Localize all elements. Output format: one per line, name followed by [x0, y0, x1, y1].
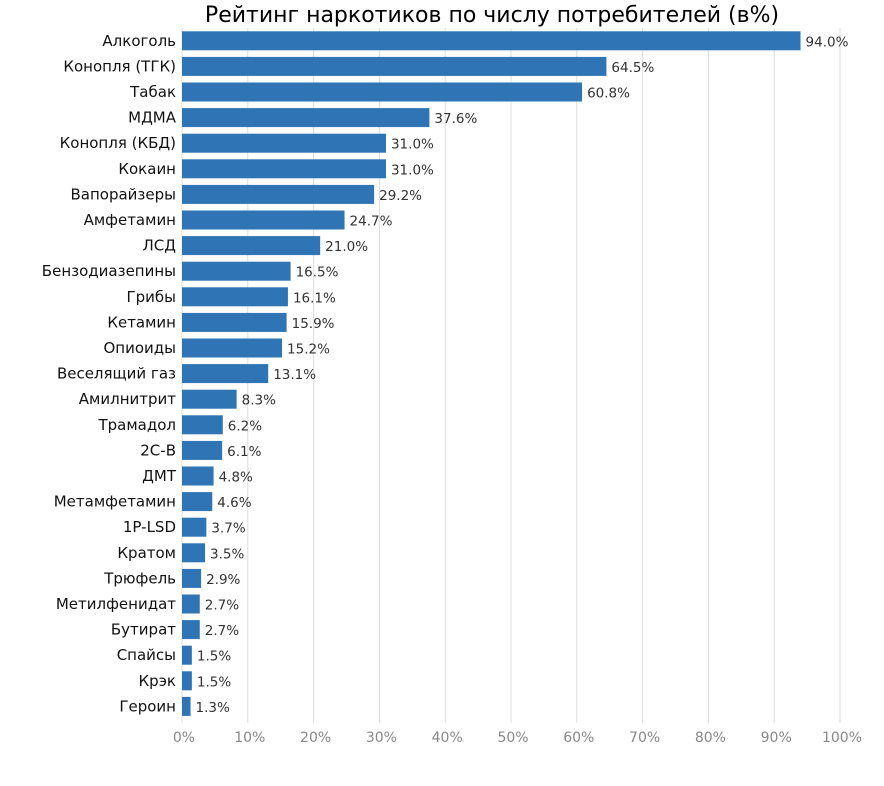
bar — [182, 389, 237, 409]
bar — [182, 133, 386, 153]
category-label: Грибы — [126, 288, 176, 306]
value-label: 1.5% — [197, 649, 231, 665]
x-tick-label: 100% — [822, 730, 862, 746]
bar — [182, 594, 200, 614]
value-label: 1.3% — [196, 700, 230, 716]
category-label: Трюфель — [103, 569, 176, 587]
bar — [182, 312, 287, 332]
value-label: 15.9% — [292, 316, 335, 332]
category-label: Кетамин — [107, 313, 176, 331]
value-label: 1.5% — [197, 674, 231, 690]
category-label: Табак — [129, 83, 176, 101]
category-label: Конопля (ТГК) — [63, 57, 176, 75]
category-label: Бутират — [111, 621, 176, 639]
category-label: Кратом — [117, 544, 176, 562]
x-tick-label: 70% — [629, 730, 660, 746]
bar — [182, 620, 200, 640]
bar — [182, 82, 583, 102]
bar — [182, 568, 202, 588]
bar — [182, 31, 801, 51]
value-label: 60.8% — [587, 86, 630, 102]
bar — [182, 287, 288, 307]
category-label: МДМА — [128, 109, 177, 127]
category-label: Конопля (КБД) — [60, 134, 176, 152]
x-tick-label: 50% — [497, 730, 528, 746]
bar — [182, 184, 375, 204]
bar — [182, 492, 213, 512]
bar — [182, 466, 214, 486]
bar — [182, 440, 223, 460]
value-label: 24.7% — [350, 214, 393, 230]
category-label: Кокаин — [118, 160, 176, 178]
bar — [182, 415, 223, 435]
category-label: Амфетамин — [84, 211, 176, 229]
bar — [182, 517, 207, 537]
value-label: 4.6% — [217, 495, 251, 511]
category-label: Амилнитрит — [79, 390, 176, 408]
bar — [182, 108, 430, 128]
value-label: 2.7% — [205, 598, 239, 614]
bar — [182, 210, 345, 230]
category-label: Крэк — [139, 672, 176, 690]
value-label: 8.3% — [242, 393, 276, 409]
category-label: 2С-В — [140, 441, 176, 459]
value-label: 6.2% — [228, 418, 262, 434]
value-label: 64.5% — [611, 60, 654, 76]
category-label: Спайсы — [117, 646, 176, 664]
bar — [182, 671, 192, 691]
bar — [182, 543, 206, 563]
x-tick-label: 20% — [300, 730, 331, 746]
category-label: Веселящий газ — [57, 365, 176, 383]
category-label: Трамадол — [97, 416, 176, 434]
value-label: 2.9% — [206, 572, 240, 588]
category-label: ЛСД — [143, 237, 176, 255]
category-label: Бензодиазепины — [42, 262, 176, 280]
value-label: 21.0% — [325, 239, 368, 255]
bar — [182, 338, 283, 358]
value-label: 31.0% — [391, 162, 434, 178]
bar — [182, 236, 321, 256]
x-tick-label: 80% — [695, 730, 726, 746]
category-label: Вапорайзеры — [71, 185, 177, 203]
value-label: 29.2% — [379, 188, 422, 204]
x-tick-label: 60% — [563, 730, 594, 746]
value-label: 6.1% — [227, 444, 261, 460]
value-label: 16.1% — [293, 290, 336, 306]
x-tick-label: 0% — [173, 730, 195, 746]
x-tick-label: 40% — [432, 730, 463, 746]
value-label: 16.5% — [296, 265, 339, 281]
bar — [182, 364, 269, 384]
value-label: 94.0% — [806, 34, 849, 50]
bar — [182, 696, 191, 716]
category-label: 1P-LSD — [123, 518, 176, 536]
category-label: Алкоголь — [102, 32, 176, 50]
x-tick-label: 30% — [366, 730, 397, 746]
chart-title: Рейтинг наркотиков по числу потребителей… — [204, 3, 780, 28]
value-label: 4.8% — [219, 470, 253, 486]
value-label: 2.7% — [205, 623, 239, 639]
value-label: 37.6% — [434, 111, 477, 127]
bar — [182, 159, 386, 179]
category-label: Метилфенидат — [56, 595, 176, 613]
category-label: Героин — [119, 697, 176, 715]
category-label: ДМТ — [142, 467, 177, 485]
value-label: 31.0% — [391, 137, 434, 153]
category-label: Метамфетамин — [54, 493, 176, 511]
value-label: 3.5% — [210, 546, 244, 562]
value-label: 13.1% — [273, 367, 316, 383]
x-tick-label: 90% — [761, 730, 792, 746]
x-tick-label: 10% — [234, 730, 265, 746]
value-label: 3.7% — [211, 521, 245, 537]
bar — [182, 56, 607, 76]
bar — [182, 645, 192, 665]
category-label: Опиоиды — [103, 339, 176, 357]
bar — [182, 261, 291, 281]
value-label: 15.2% — [287, 342, 330, 358]
